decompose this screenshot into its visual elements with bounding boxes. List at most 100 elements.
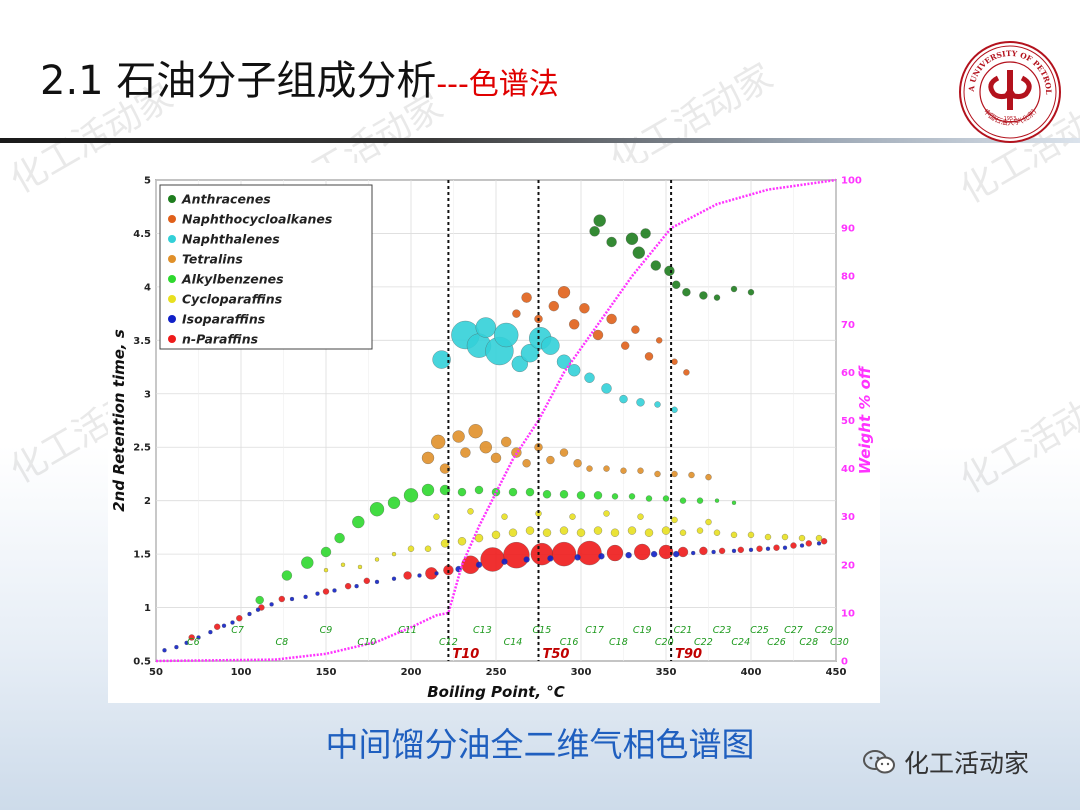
data-point-alkylbenzenes xyxy=(334,532,345,544)
data-point-isoparaffins xyxy=(289,596,295,602)
carbon-number-label: C10 xyxy=(357,637,376,648)
data-point-isoparaffins xyxy=(711,549,716,555)
y2-tick-label: 50 xyxy=(841,416,855,427)
data-point-anthracenes xyxy=(713,294,721,301)
data-point-cycloparaffins xyxy=(713,529,721,536)
data-point-isoparaffins xyxy=(315,591,320,596)
data-point-n-paraffins xyxy=(214,623,221,630)
data-point-isoparaffins xyxy=(255,607,261,612)
y2-tick-label: 60 xyxy=(841,368,855,379)
marker-label-t10: T10 xyxy=(452,647,479,662)
legend-swatch xyxy=(168,295,176,303)
carbon-number-label: C27 xyxy=(784,625,803,636)
data-point-naphthalenes xyxy=(671,406,678,413)
legend-swatch xyxy=(168,335,176,343)
data-point-isoparaffins xyxy=(162,648,167,653)
y-axis-label: 2nd Retention time, s xyxy=(110,329,128,512)
data-point-alkylbenzenes xyxy=(593,491,603,500)
data-point-n-paraffins xyxy=(480,547,505,572)
data-point-cycloparaffins xyxy=(357,564,363,570)
data-point-isoparaffins xyxy=(765,546,771,551)
data-point-alkylbenzenes xyxy=(645,495,653,502)
data-point-anthracenes xyxy=(672,280,681,289)
legend-label: n-Paraffins xyxy=(182,332,258,347)
data-point-tetralins xyxy=(452,430,465,443)
data-point-n-paraffins xyxy=(805,540,812,547)
data-point-cycloparaffins xyxy=(644,528,654,537)
carbon-number-label: C23 xyxy=(713,625,732,636)
carbon-number-label: C17 xyxy=(585,625,604,636)
data-point-tetralins xyxy=(688,471,695,479)
data-point-cycloparaffins xyxy=(457,537,467,546)
data-point-naphthocycloalkanes xyxy=(548,300,559,312)
title-suffix: ---色谱法 xyxy=(436,67,559,102)
data-point-cycloparaffins xyxy=(671,516,678,524)
data-point-tetralins xyxy=(431,434,446,450)
carbon-number-label: C7 xyxy=(231,625,244,636)
legend-box xyxy=(159,184,373,350)
data-point-cycloparaffins xyxy=(340,562,346,567)
data-point-cycloparaffins xyxy=(467,508,474,515)
data-point-isoparaffins xyxy=(547,555,554,562)
carbon-number-label: C29 xyxy=(815,625,834,636)
data-point-alkylbenzenes xyxy=(387,496,401,509)
data-point-naphthocycloalkanes xyxy=(644,352,654,361)
data-point-anthracenes xyxy=(606,236,617,248)
data-point-isoparaffins xyxy=(782,545,788,550)
y2-tick-label: 80 xyxy=(841,272,855,283)
data-point-isoparaffins xyxy=(523,556,530,563)
y2-tick-label: 40 xyxy=(841,464,855,475)
legend-label: Isoparaffins xyxy=(182,312,265,327)
data-point-anthracenes xyxy=(593,214,606,227)
data-point-alkylbenzenes xyxy=(679,497,687,504)
data-point-tetralins xyxy=(546,455,555,465)
legend-label: Naphthocycloalkanes xyxy=(182,212,332,227)
data-point-isoparaffins xyxy=(731,548,737,554)
data-point-cycloparaffins xyxy=(637,513,644,520)
data-point-isoparaffins xyxy=(417,573,422,578)
data-point-n-paraffins xyxy=(344,583,352,590)
data-point-n-paraffins xyxy=(278,595,285,603)
y-tick-label: 2.5 xyxy=(133,443,151,454)
data-point-anthracenes xyxy=(730,285,738,293)
carbon-number-label: C21 xyxy=(674,625,693,636)
x-tick-label: 400 xyxy=(741,667,762,678)
legend-swatch xyxy=(168,195,176,203)
x-axis-label: Boiling Point, °C xyxy=(427,683,565,701)
data-point-isoparaffins xyxy=(303,594,308,600)
data-point-cycloparaffins xyxy=(661,526,671,535)
carbon-number-label: C18 xyxy=(609,637,628,648)
legend-label: Anthracenes xyxy=(181,192,271,207)
data-point-n-paraffins xyxy=(503,542,530,569)
y-tick-label: 3 xyxy=(144,389,151,400)
page-title: 2.1 石油分子组成分析---色谱法 xyxy=(40,48,559,106)
legend-label: Tetralins xyxy=(182,252,243,267)
data-point-naphthocycloalkanes xyxy=(621,341,630,350)
x-tick-label: 150 xyxy=(316,667,337,678)
data-point-cycloparaffins xyxy=(569,513,576,520)
carbon-number-label: C24 xyxy=(731,637,750,648)
data-point-cycloparaffins xyxy=(603,510,610,517)
data-point-n-paraffins xyxy=(363,577,370,584)
data-point-naphthocycloalkanes xyxy=(631,325,640,334)
data-point-isoparaffins xyxy=(354,584,359,589)
data-point-cycloparaffins xyxy=(424,545,432,552)
data-point-alkylbenzenes xyxy=(403,488,419,503)
data-point-n-paraffins xyxy=(551,541,577,567)
data-point-alkylbenzenes xyxy=(281,570,293,581)
data-point-tetralins xyxy=(439,463,451,474)
carbon-number-label: C13 xyxy=(473,625,492,636)
data-point-naphthalenes xyxy=(568,364,581,377)
y-tick-label: 3.5 xyxy=(133,336,151,347)
data-point-naphthocycloalkanes xyxy=(557,286,571,299)
watermark: 化工活动家 xyxy=(953,376,1080,502)
carbon-number-label: C30 xyxy=(830,637,849,648)
data-point-naphthocycloalkanes xyxy=(521,292,532,303)
data-point-isoparaffins xyxy=(269,602,274,607)
marker-label-t50: T50 xyxy=(543,647,570,662)
carbon-number-label: C9 xyxy=(320,625,333,636)
carbon-number-label: C12 xyxy=(439,637,458,648)
data-point-tetralins xyxy=(490,452,502,464)
data-point-tetralins xyxy=(421,451,435,465)
data-point-isoparaffins xyxy=(174,644,179,650)
